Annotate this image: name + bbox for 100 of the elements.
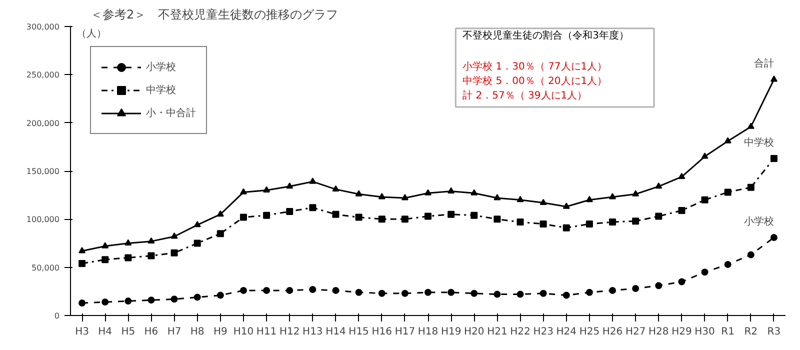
- point: [747, 251, 754, 258]
- point: [78, 260, 86, 267]
- point: [494, 290, 501, 298]
- point: [378, 193, 386, 200]
- point: [332, 286, 340, 294]
- point: [240, 286, 247, 294]
- point: [286, 182, 294, 189]
- point: [470, 290, 478, 297]
- annotation: 不登校児童生徒の割合（令和3年度）: [462, 30, 629, 42]
- point: [540, 290, 547, 297]
- x-tick-label: H3: [75, 326, 89, 338]
- point: [655, 182, 662, 189]
- point: [494, 216, 501, 223]
- annotation: 小学校 1．30％（ 77人に1人）: [462, 60, 608, 72]
- point: [102, 298, 109, 306]
- point: [194, 294, 201, 301]
- point: [586, 288, 593, 296]
- point: [516, 196, 524, 202]
- point: [424, 189, 432, 196]
- point: [355, 288, 362, 296]
- point: [102, 242, 109, 248]
- point: [309, 178, 316, 184]
- x-tick-label: H19: [440, 326, 462, 338]
- annotation: 中学校: [744, 136, 774, 148]
- legend-label: 中学校: [146, 84, 176, 97]
- point: [378, 216, 386, 223]
- point: [678, 206, 686, 214]
- x-tick-label: H28: [648, 326, 669, 338]
- x-tick-label: H17: [394, 326, 416, 338]
- point: [401, 216, 408, 223]
- point: [678, 278, 686, 286]
- point: [78, 299, 86, 306]
- point: [124, 239, 132, 246]
- point: [701, 196, 708, 204]
- point: [701, 152, 708, 159]
- point: [355, 214, 362, 221]
- annotation: 小学校: [744, 215, 774, 228]
- point: [102, 256, 109, 264]
- point: [562, 224, 570, 232]
- point: [448, 187, 455, 194]
- x-tick-label: H7: [167, 326, 182, 338]
- point: [701, 268, 708, 276]
- point: [632, 285, 640, 292]
- point: [724, 188, 732, 196]
- point: [355, 190, 362, 196]
- point: [170, 249, 178, 256]
- point: [747, 184, 754, 191]
- point: [724, 260, 732, 268]
- x-tick-label: R2: [744, 326, 758, 338]
- point: [286, 208, 294, 215]
- x-tick-label: H8: [190, 326, 204, 338]
- point: [148, 296, 155, 304]
- y-tick-label: 150,000: [26, 167, 60, 176]
- x-tick-label: H13: [302, 326, 323, 338]
- chart-title: ＜参考2＞ 不登校児童生徒数の推移のグラフ: [90, 8, 338, 22]
- point: [124, 254, 132, 262]
- point: [494, 194, 501, 200]
- point: [770, 76, 778, 82]
- point: [194, 240, 201, 247]
- point: [401, 290, 408, 297]
- x-tick-label: H9: [213, 326, 228, 338]
- x-tick-label: H4: [98, 326, 112, 338]
- point: [148, 237, 155, 244]
- point: [309, 204, 316, 212]
- y-tick-label: 0: [54, 312, 60, 320]
- legend-label: 小・中合計: [146, 106, 196, 120]
- x-tick-label: H20: [464, 326, 484, 338]
- point: [562, 292, 570, 299]
- x-tick-label: H29: [672, 326, 692, 338]
- point: [448, 210, 455, 218]
- point: [470, 189, 478, 196]
- annotation: 計 2．57％（ 39人に1人）: [462, 89, 588, 102]
- x-tick-label: H24: [556, 326, 577, 338]
- point: [770, 234, 778, 241]
- point: [170, 232, 178, 239]
- point: [309, 286, 316, 293]
- point: [678, 172, 686, 180]
- x-tick-label: H30: [694, 326, 715, 338]
- x-tick-label: H11: [256, 326, 277, 338]
- point: [540, 220, 547, 228]
- point: [609, 286, 616, 294]
- y-tick-label: 100,000: [26, 215, 60, 224]
- point: [632, 190, 640, 196]
- x-tick-label: H14: [326, 326, 346, 338]
- point: [78, 246, 86, 254]
- point: [332, 185, 340, 192]
- point: [194, 220, 201, 228]
- point: [240, 214, 247, 221]
- x-tick-label: H23: [533, 326, 554, 338]
- annotation: 合計: [754, 57, 774, 70]
- point: [470, 212, 478, 219]
- point: [516, 290, 524, 298]
- x-tick-label: H22: [510, 326, 530, 338]
- point: [263, 286, 270, 294]
- annotation: 中学校 5．00％（ 20人に1人）: [462, 74, 608, 87]
- point: [586, 196, 593, 202]
- point: [655, 212, 662, 220]
- x-tick-label: H25: [579, 326, 600, 338]
- point: [401, 194, 408, 200]
- y-axis-title: （人）: [76, 28, 106, 40]
